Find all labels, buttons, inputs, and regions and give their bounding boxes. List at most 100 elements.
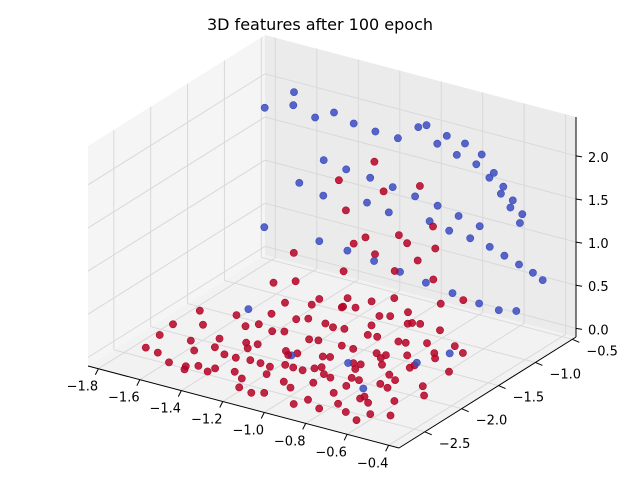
y-tick-mark bbox=[498, 385, 506, 390]
scatter-point-red bbox=[307, 300, 316, 309]
x-tick-mark bbox=[343, 434, 348, 441]
scatter-point-red bbox=[343, 294, 352, 302]
scatter-point-blue bbox=[508, 196, 517, 205]
grid-line-z-side bbox=[87, 116, 266, 229]
scatter-point-red bbox=[329, 388, 338, 397]
scatter-point-blue bbox=[343, 246, 352, 255]
scatter-point-red bbox=[386, 312, 395, 320]
grid-line-z-side bbox=[87, 73, 266, 186]
y-tick-label: −1.0 bbox=[549, 367, 581, 382]
scatter-point-red bbox=[401, 338, 410, 347]
y-axis-line bbox=[398, 336, 577, 449]
scatter-point-blue bbox=[412, 358, 421, 367]
scatter-point-red bbox=[231, 353, 240, 362]
scatter-point-red bbox=[349, 239, 358, 248]
scatter-point-red bbox=[289, 363, 298, 372]
scatter-point-red bbox=[361, 233, 370, 242]
grid-line-y-floor bbox=[224, 279, 536, 363]
scatter-point-red bbox=[376, 379, 385, 388]
scatter-point-red bbox=[413, 256, 422, 265]
scatter-point-red bbox=[390, 397, 399, 405]
tick-labels: −1.8 −1.6 −1.4 −1.2 −1.0 −0.8 −0.6 −0.4 −2.5 −2.0… bbox=[67, 151, 618, 471]
scatter-point-red bbox=[289, 400, 298, 408]
scatter-point-red bbox=[334, 176, 343, 185]
scatter-point-red bbox=[351, 365, 360, 373]
scatter-point-blue bbox=[260, 103, 269, 112]
scatter-point-red bbox=[334, 399, 342, 408]
x-tick-mark bbox=[260, 412, 265, 419]
scatter-point-red bbox=[379, 187, 388, 196]
scatter-point-red bbox=[284, 351, 293, 359]
grid-line-z-back bbox=[264, 116, 577, 200]
scatter-point-red bbox=[429, 275, 438, 284]
y-tick-mark bbox=[535, 361, 543, 366]
scatter-point-red bbox=[281, 360, 290, 369]
scatter-point-blue bbox=[295, 178, 304, 187]
scatter-point-red bbox=[267, 309, 276, 318]
scatter-point-red bbox=[340, 324, 349, 333]
scatter-point-blue bbox=[477, 150, 486, 159]
scatter-point-red bbox=[289, 248, 298, 257]
scatter-point-blue bbox=[529, 268, 537, 277]
scatter-point-blue bbox=[433, 201, 442, 210]
scatter-point-red bbox=[315, 404, 324, 413]
scatter-point-red bbox=[292, 315, 301, 324]
grid-line-z-side bbox=[87, 245, 266, 358]
scatter-point-red bbox=[315, 295, 324, 303]
scatter-point-red bbox=[352, 416, 361, 424]
scatter-point-red bbox=[165, 358, 173, 367]
scatter-point-blue bbox=[433, 139, 442, 148]
grid-line-x-floor bbox=[346, 322, 525, 435]
scatter-point-blue bbox=[485, 242, 494, 251]
scatter-point-red bbox=[153, 348, 162, 357]
z-tick-mark bbox=[575, 241, 583, 244]
scatter-point-red bbox=[326, 373, 335, 382]
x-tick-mark bbox=[177, 390, 182, 397]
scatter-point-red bbox=[195, 306, 204, 315]
grid-line-z-back bbox=[264, 202, 577, 286]
scatter-point-blue bbox=[496, 189, 505, 198]
scatter-point-red bbox=[391, 376, 399, 384]
scatter-point-red bbox=[390, 294, 399, 302]
scatter-point-blue bbox=[489, 168, 498, 177]
x-tick-label: −1.2 bbox=[191, 413, 223, 428]
scatter-point-red bbox=[180, 365, 189, 374]
scatter-point-blue bbox=[475, 222, 484, 231]
scatter-point-blue bbox=[452, 150, 461, 159]
x-tick-mark bbox=[385, 445, 390, 452]
scatter-point-blue bbox=[500, 251, 509, 260]
scatter-points bbox=[141, 88, 547, 424]
scatter-point-red bbox=[243, 344, 252, 353]
x-tick-mark bbox=[219, 401, 224, 408]
scatter-point-red bbox=[265, 362, 274, 371]
scatter-point-blue bbox=[342, 165, 351, 174]
scatter-point-red bbox=[404, 308, 412, 317]
scatter-point-red bbox=[230, 367, 239, 376]
scatter-point-red bbox=[370, 157, 379, 166]
scatter-point-red bbox=[356, 360, 365, 369]
grid-line-z-back bbox=[264, 245, 577, 329]
scatter-point-red bbox=[431, 244, 440, 253]
x-tick-label: −1.4 bbox=[150, 402, 182, 417]
grid-line-z-back bbox=[264, 73, 577, 157]
scatter-point-red bbox=[383, 383, 392, 392]
scatter-point-blue bbox=[445, 226, 454, 235]
scatter-point-red bbox=[232, 311, 241, 319]
grid-line-x-floor bbox=[98, 257, 276, 370]
scatter-point-red bbox=[269, 278, 278, 287]
scatter-point-blue bbox=[315, 237, 324, 245]
scatter-point-red bbox=[356, 394, 364, 403]
scatter-point-blue bbox=[330, 108, 338, 117]
scatter-point-red bbox=[351, 303, 360, 312]
scatter-point-blue bbox=[472, 160, 481, 169]
scatter-point-red bbox=[194, 361, 203, 370]
scatter-point-red bbox=[339, 302, 347, 311]
scatter-point-red bbox=[169, 320, 177, 329]
scatter-point-red bbox=[375, 312, 384, 320]
scatter-point-red bbox=[220, 350, 229, 359]
y-tick-label: −2.5 bbox=[439, 437, 471, 452]
scatter-point-blue bbox=[311, 113, 319, 122]
scatter-point-blue bbox=[475, 299, 483, 308]
z-tick-label: 1.5 bbox=[588, 194, 609, 209]
scatter-point-red bbox=[403, 239, 411, 248]
